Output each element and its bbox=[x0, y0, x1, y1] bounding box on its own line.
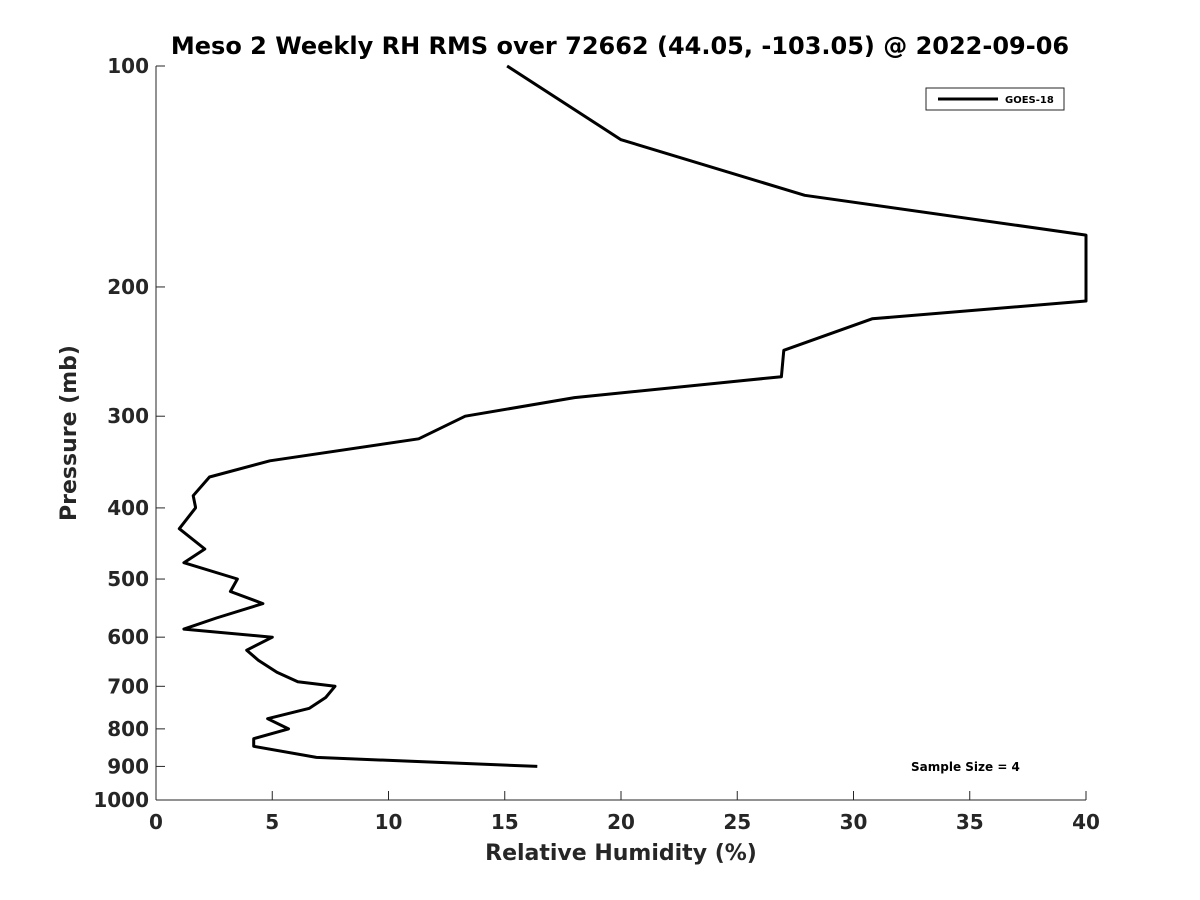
y-tick-label: 700 bbox=[107, 674, 149, 698]
y-tick-label: 800 bbox=[107, 717, 149, 741]
y-tick-label: 600 bbox=[107, 625, 149, 649]
x-tick-label: 10 bbox=[375, 810, 403, 834]
series-group bbox=[177, 64, 1088, 768]
y-axis-label: Pressure (mb) bbox=[57, 345, 82, 521]
x-tick-label: 35 bbox=[956, 810, 984, 834]
y-ticks: 100 200 300 400 500 600 700 800 900 1000 bbox=[93, 54, 165, 812]
y-tick-label: 1000 bbox=[93, 788, 149, 812]
y-tick-label: 300 bbox=[107, 404, 149, 428]
series-line-goes-18 bbox=[177, 64, 1088, 768]
chart-title: Meso 2 Weekly RH RMS over 72662 (44.05, … bbox=[171, 32, 1069, 60]
x-tick-label: 30 bbox=[840, 810, 868, 834]
y-tick-label: 100 bbox=[107, 54, 149, 78]
x-tick-label: 40 bbox=[1072, 810, 1100, 834]
x-tick-label: 20 bbox=[607, 810, 635, 834]
x-axis-label: Relative Humidity (%) bbox=[485, 841, 757, 866]
plot-area: 0 5 10 15 20 25 30 35 40 100 200 300 400 500 600 700 80… bbox=[93, 54, 1100, 834]
x-ticks: 0 5 10 15 20 25 30 35 40 bbox=[149, 791, 1100, 834]
y-tick-label: 400 bbox=[107, 496, 149, 520]
x-tick-label: 15 bbox=[491, 810, 519, 834]
x-tick-label: 25 bbox=[723, 810, 751, 834]
x-tick-label: 5 bbox=[265, 810, 279, 834]
sample-size-annotation: Sample Size = 4 bbox=[911, 760, 1020, 774]
legend-label: GOES-18 bbox=[1005, 95, 1054, 106]
legend: GOES-18 bbox=[925, 87, 1065, 111]
x-tick-label: 0 bbox=[149, 810, 163, 834]
y-tick-label: 200 bbox=[107, 275, 149, 299]
y-tick-label: 500 bbox=[107, 567, 149, 591]
y-tick-label: 900 bbox=[107, 754, 149, 778]
